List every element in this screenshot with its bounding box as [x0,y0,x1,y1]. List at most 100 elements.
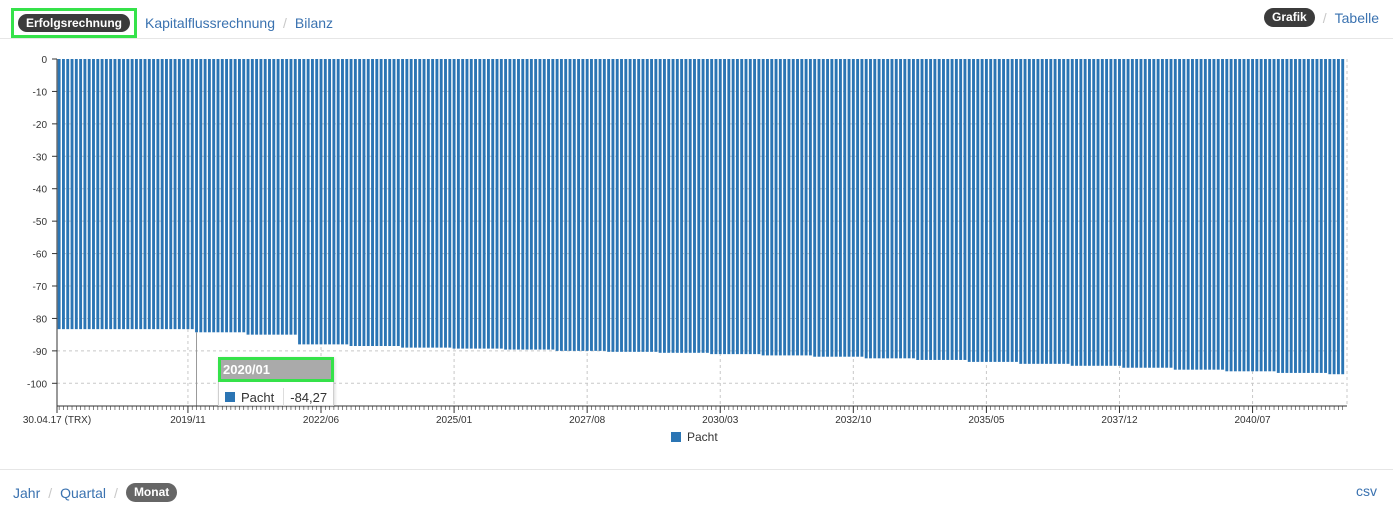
bar [869,59,872,358]
csv-export-link[interactable]: csv [1356,483,1377,499]
bar [101,59,104,329]
bar [530,59,533,350]
bar [981,59,984,362]
bar [62,59,65,329]
tab-erfolgsrechnung[interactable]: Erfolgsrechnung [18,14,130,32]
bar [1273,59,1276,371]
period-jahr[interactable]: Jahr [13,485,40,501]
tab-bilanz[interactable]: Bilanz [295,15,333,31]
bar [277,59,280,335]
bar [152,59,155,329]
period-nav: Jahr / Quartal / Monat [13,483,177,502]
bar [727,59,730,354]
bar [320,59,323,344]
bar [1045,59,1048,364]
bar [839,59,842,357]
bar [1307,59,1310,373]
bar [766,59,769,355]
bar [380,59,383,346]
bar [689,59,692,353]
bar [466,59,469,349]
bar [1178,59,1181,370]
bar [1311,59,1314,373]
tooltip-value: -84,27 [290,390,327,405]
bar [302,59,305,344]
period-quartal[interactable]: Quartal [60,485,106,501]
bar [71,59,74,329]
bar [813,59,816,357]
bar [1337,59,1340,374]
report-toolbar: Erfolgsrechnung Kapitalflussrechnung / B… [0,0,1393,39]
bar [590,59,593,351]
x-tick-label: 2022/06 [303,415,340,426]
tooltip-series: Pacht [241,390,274,405]
bar [933,59,936,360]
bar [633,59,636,352]
bar [1320,59,1323,373]
bar [1316,59,1319,373]
bar [556,59,559,351]
bar [324,59,327,344]
bar [976,59,979,362]
bar [328,59,331,344]
separator: / [48,485,52,501]
bar [294,59,297,335]
bar [217,59,220,332]
bar [290,59,293,335]
bar [1032,59,1035,364]
bar [375,59,378,346]
bar [951,59,954,360]
y-tick-label: -30 [33,152,48,163]
mode-tabelle[interactable]: Tabelle [1335,10,1379,26]
bar [1298,59,1301,373]
bar [732,59,735,354]
bar [762,59,765,355]
bar [478,59,481,349]
bar [161,59,164,329]
bar [895,59,898,358]
bar [1277,59,1280,373]
bar [667,59,670,353]
x-tick-label: 30.04.17 (TRX) [23,415,91,426]
bar [1170,59,1173,368]
bar [122,59,125,329]
bar [1122,59,1125,368]
tooltip-swatch [225,392,235,402]
bar [1260,59,1263,371]
bar [818,59,821,357]
bar [1247,59,1250,371]
bar [251,59,254,335]
bar [1024,59,1027,364]
bar [787,59,790,355]
bar [83,59,86,329]
bar [676,59,679,353]
bar [723,59,726,354]
bar [1131,59,1134,368]
bar [1234,59,1237,371]
y-tick-label: -100 [27,379,47,390]
bar [118,59,121,329]
bar [740,59,743,354]
bar [350,59,353,346]
bar [1088,59,1091,366]
tab-kapitalflussrechnung[interactable]: Kapitalflussrechnung [145,15,275,31]
bar [504,59,507,350]
bar [1127,59,1130,368]
bar [1036,59,1039,364]
bar [521,59,524,350]
bar [66,59,69,329]
bar [393,59,396,346]
bar [908,59,911,358]
bar [1109,59,1112,366]
y-tick-label: -80 [33,314,48,325]
bar [551,59,554,350]
mode-grafik[interactable]: Grafik [1264,8,1315,27]
bar [212,59,215,332]
bar [1290,59,1293,373]
bar [1006,59,1009,362]
bar [264,59,267,335]
bar [109,59,112,329]
bar [989,59,992,362]
period-monat[interactable]: Monat [126,483,177,502]
legend-swatch [671,432,681,442]
